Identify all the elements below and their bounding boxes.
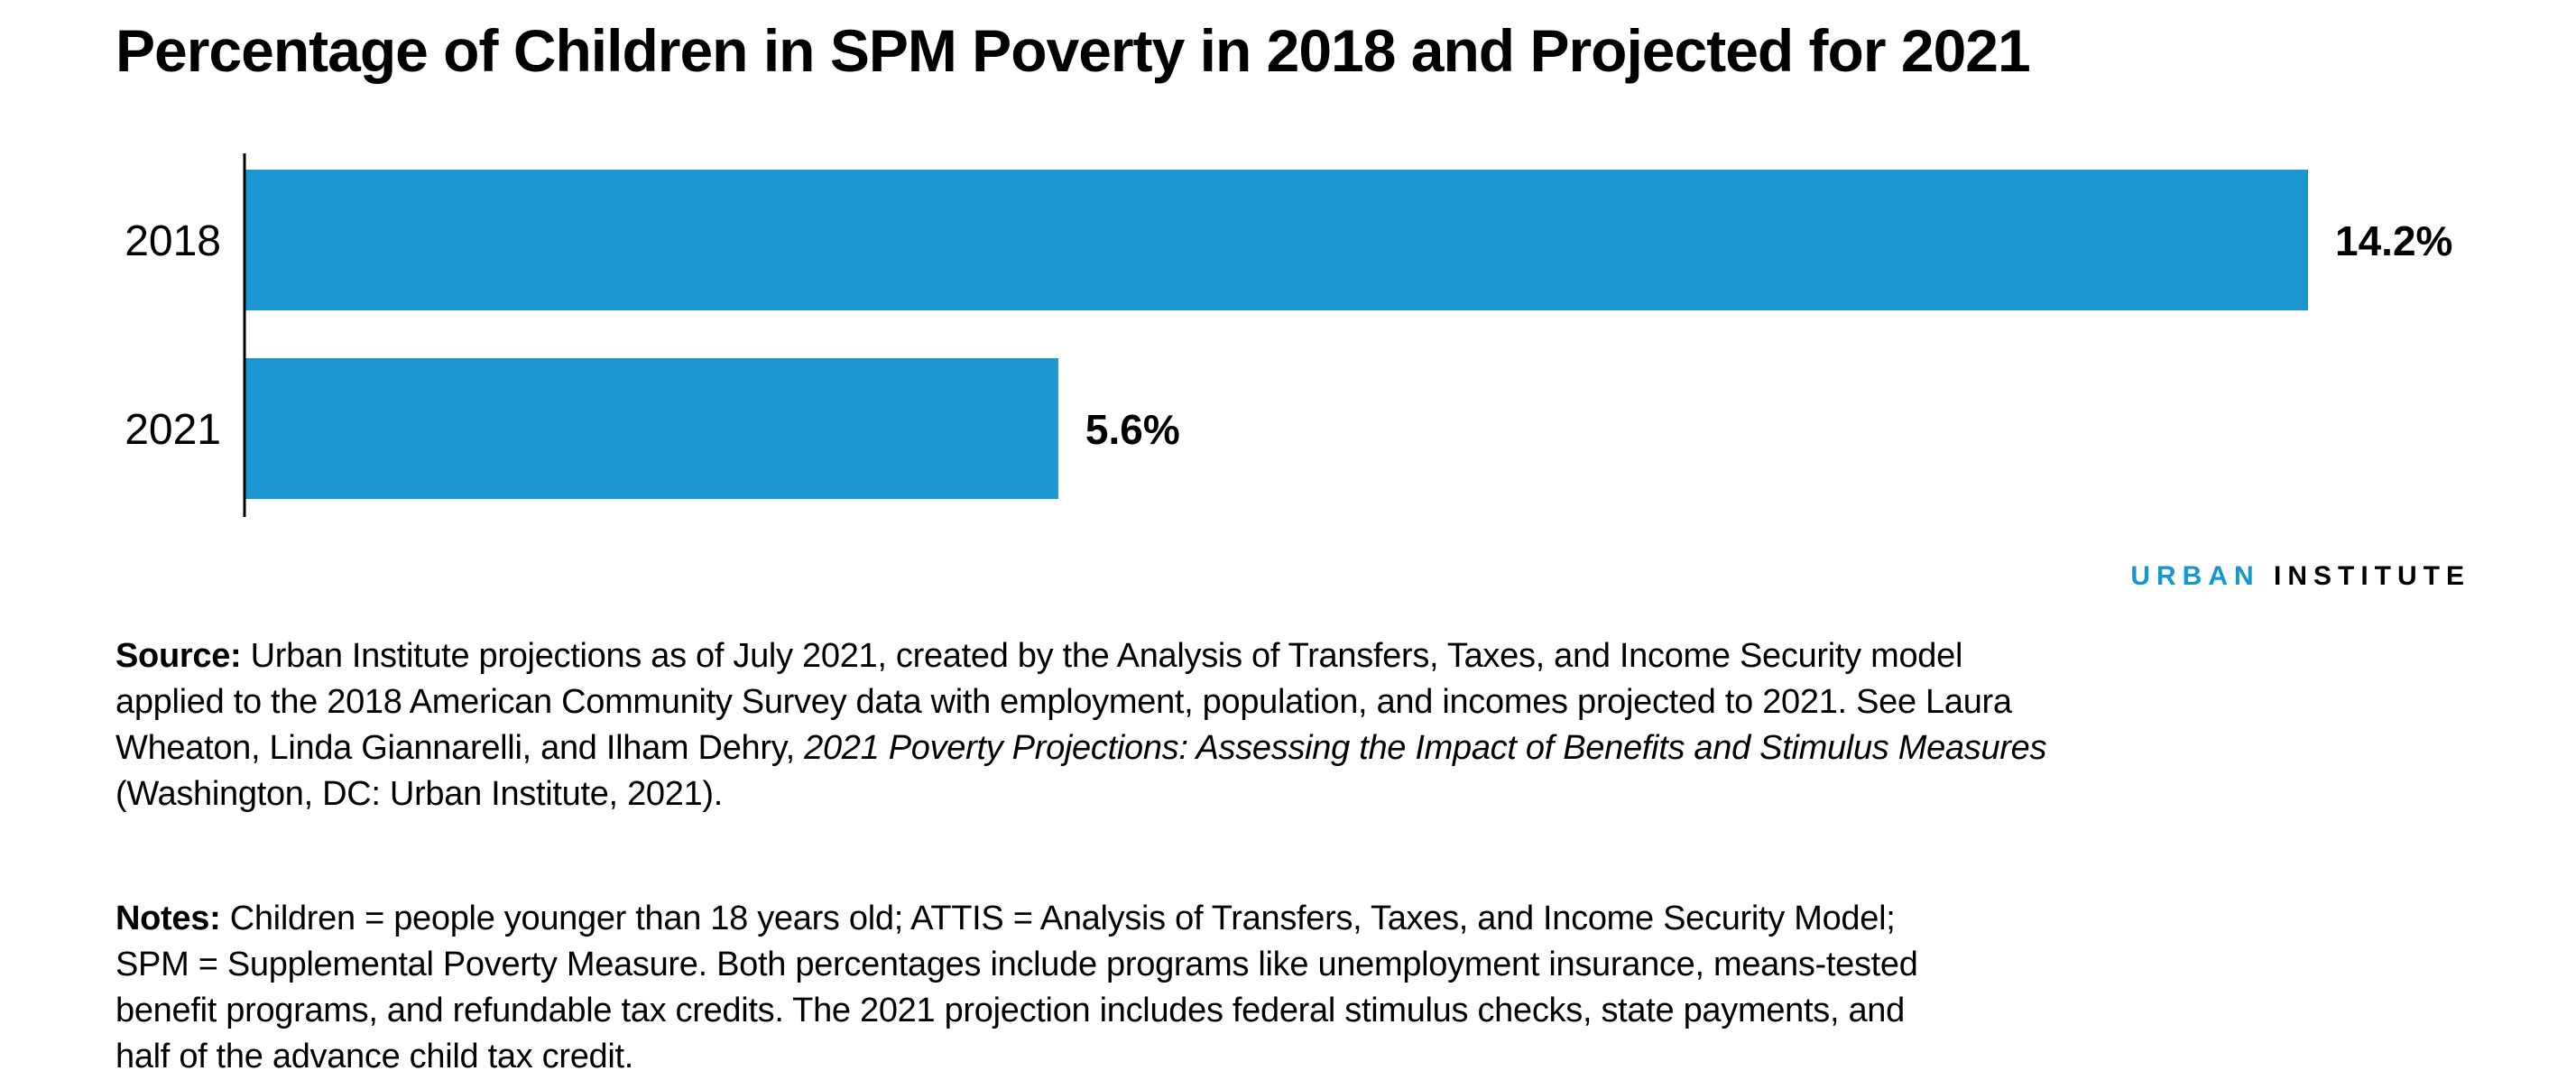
notes-line: Children = people younger than 18 years … bbox=[220, 900, 1896, 937]
bar-2021 bbox=[245, 358, 1058, 499]
report-title: 2021 Poverty Projections: Assessing the … bbox=[804, 729, 2047, 767]
notes-line: half of the advance child tax credit. bbox=[115, 1038, 634, 1075]
category-label-2021: 2021 bbox=[125, 406, 221, 454]
logo-institute: INSTITUTE bbox=[2274, 561, 2470, 591]
bar-chart: 2018 14.2% 2021 5.6% bbox=[125, 153, 2452, 517]
bar-2018 bbox=[245, 170, 2308, 310]
notes: Notes: Children = people younger than 18… bbox=[115, 896, 1918, 1080]
source-line: Urban Institute projections as of July 2… bbox=[241, 637, 1963, 675]
chart-title: Percentage of Children in SPM Poverty in… bbox=[115, 17, 2031, 84]
logo-urban: URBAN bbox=[2130, 561, 2260, 591]
notes-label: Notes: bbox=[115, 900, 221, 937]
notes-line: SPM = Supplemental Poverty Measure. Both… bbox=[115, 946, 1918, 983]
data-label-2021: 5.6% bbox=[1085, 406, 1180, 453]
source-label: Source: bbox=[115, 637, 242, 675]
source-line: applied to the 2018 American Community S… bbox=[115, 683, 2012, 721]
source-line: (Washington, DC: Urban Institute, 2021). bbox=[115, 775, 724, 813]
category-label-2018: 2018 bbox=[125, 217, 221, 265]
notes-line: benefit programs, and refundable tax cre… bbox=[115, 992, 1905, 1029]
urban-institute-logo: URBAN INSTITUTE bbox=[2130, 561, 2470, 592]
source-note: Source: Urban Institute projections as o… bbox=[115, 633, 2046, 817]
data-label-2018: 14.2% bbox=[2335, 217, 2452, 264]
source-line: Wheaton, Linda Giannarelli, and Ilham De… bbox=[115, 729, 805, 767]
